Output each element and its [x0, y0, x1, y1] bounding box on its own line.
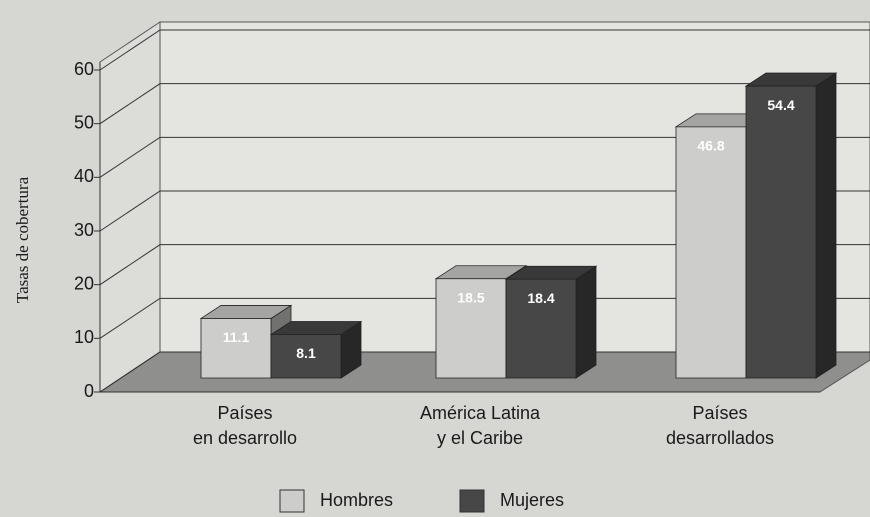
bar-front — [435, 278, 507, 379]
y-tick-label: 50 — [74, 112, 94, 132]
bar-front — [505, 278, 577, 379]
data-label: 46.8 — [697, 138, 724, 154]
bar-front — [200, 318, 272, 379]
bar-front — [745, 85, 817, 379]
x-tick-label: Países desarrollados — [666, 403, 774, 448]
bar-side — [815, 72, 837, 379]
y-tick-label: 30 — [74, 220, 94, 240]
data-label: 54.4 — [767, 97, 794, 113]
data-label: 18.5 — [457, 289, 484, 305]
bar-side — [575, 265, 597, 379]
data-label: 18.4 — [527, 290, 554, 306]
legend-label: Mujeres — [500, 490, 564, 510]
grid-line — [99, 190, 870, 232]
legend-swatch — [279, 489, 305, 513]
grid-line — [99, 297, 870, 339]
bar — [269, 320, 363, 379]
bar-front — [270, 334, 342, 379]
bar-front — [675, 126, 747, 379]
legend-label: Hombres — [320, 490, 393, 510]
x-tick-label: América Latina y el Caribe — [420, 403, 541, 448]
y-tick-label: 10 — [74, 327, 94, 347]
legend-swatch — [459, 489, 485, 513]
bar — [744, 72, 838, 379]
grid-line — [99, 29, 870, 71]
y-tick-label: 40 — [74, 166, 94, 186]
y-tick-label: 20 — [74, 273, 94, 293]
grid-line — [99, 83, 870, 125]
y-axis-label: Tasas de cobertura — [13, 176, 32, 303]
data-label: 11.1 — [223, 329, 250, 345]
data-label: 8.1 — [296, 345, 316, 361]
y-tick-label: 0 — [84, 381, 94, 401]
side-wall — [99, 21, 161, 393]
grid-line — [99, 136, 870, 178]
x-tick-label: Países en desarrollo — [193, 403, 297, 448]
grid-line — [99, 244, 870, 286]
y-tick-label: 60 — [74, 59, 94, 79]
grid-line — [99, 351, 870, 393]
bar — [504, 265, 598, 379]
